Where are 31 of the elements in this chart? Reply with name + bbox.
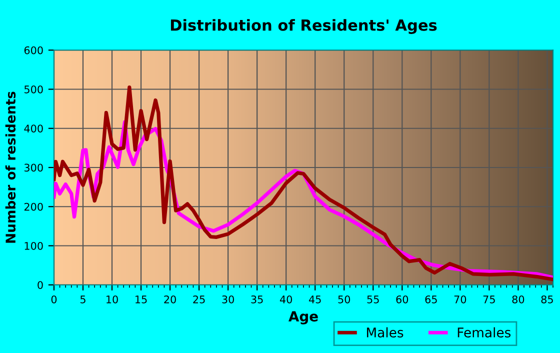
x-tick-label: 50: [338, 295, 350, 304]
x-tick-label: 10: [106, 295, 118, 304]
x-tick-label: 5: [80, 296, 86, 304]
x-tick-label: 35: [251, 295, 263, 304]
x-axis-title: Age: [288, 311, 318, 324]
x-tick-label: 15: [136, 296, 147, 304]
x-tick-label: 25: [193, 295, 205, 304]
y-tick-label: 500: [24, 85, 43, 94]
legend-label: Males: [366, 327, 404, 338]
chart-title: Distribution of Residents' Ages: [170, 19, 437, 34]
x-tick-label: 20: [164, 295, 176, 304]
line-series: [54, 85, 553, 282]
x-tick-label: 65: [425, 295, 437, 304]
y-tick-label: 300: [24, 164, 43, 172]
x-tick-label: 85: [541, 295, 553, 304]
x-tick-label: 60: [396, 295, 408, 304]
x-tick-label: 40: [280, 295, 292, 304]
y-tick-label: 600: [24, 46, 43, 54]
y-tick-label: 100: [24, 242, 43, 250]
x-tick-label: 45: [308, 296, 321, 304]
y-tick-label: 200: [24, 202, 43, 211]
y-tick-label: 400: [24, 124, 43, 132]
y-axis-title: Number of residents: [5, 92, 16, 243]
x-tick-label: 0: [51, 295, 57, 304]
x-tick-label: 30: [222, 295, 234, 304]
x-tick-label: 70: [454, 295, 466, 304]
y-tick-label: 0: [38, 281, 43, 289]
x-tick-label: 75: [483, 296, 495, 304]
x-tick-label: 55: [367, 296, 379, 304]
legend-label: Females: [458, 327, 511, 338]
x-tick-label: 80: [512, 295, 524, 304]
